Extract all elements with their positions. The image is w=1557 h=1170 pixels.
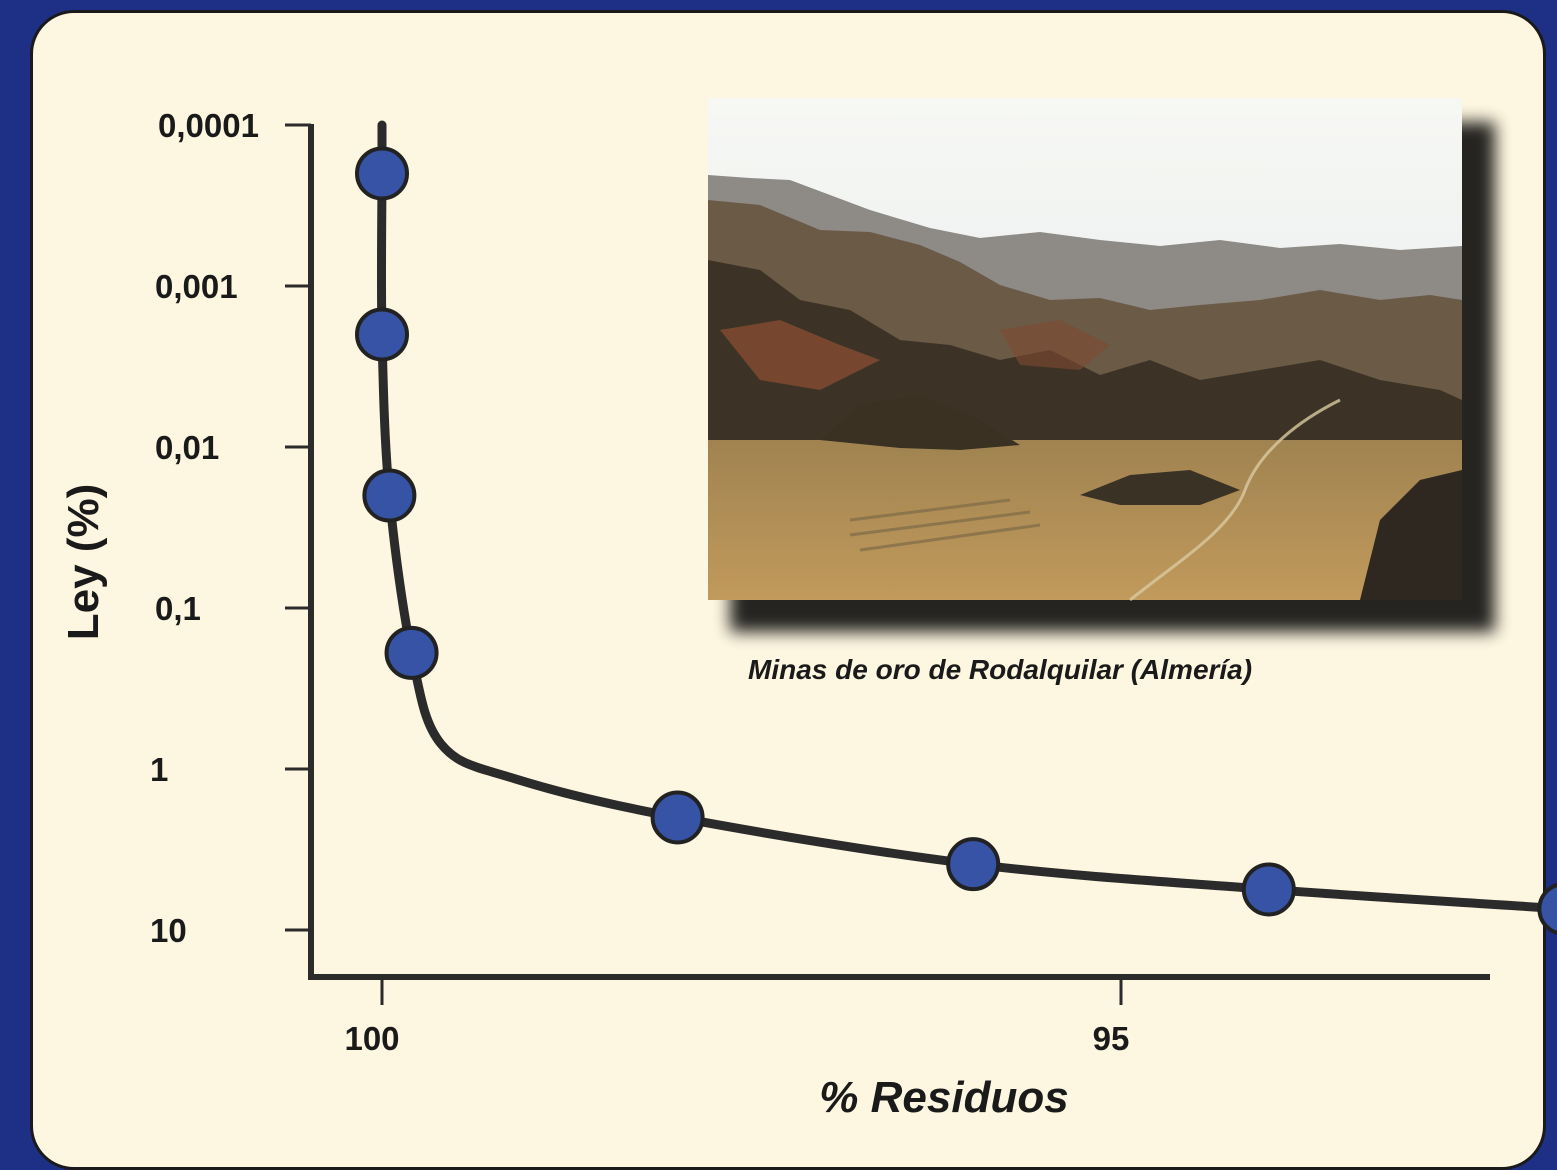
data-point bbox=[355, 146, 409, 201]
photo-plain-hills bbox=[820, 395, 1020, 450]
data-point bbox=[1537, 882, 1557, 935]
photo-road bbox=[1129, 398, 1341, 602]
photo-red-slopes bbox=[720, 320, 880, 390]
y-tick-label: 0,001 bbox=[155, 268, 238, 305]
photo-plain bbox=[708, 440, 1462, 600]
photo-caption: Minas de oro de Rodalquilar (Almería) bbox=[748, 654, 1252, 685]
data-point bbox=[362, 468, 417, 523]
data-point bbox=[1241, 862, 1296, 917]
y-tick-label: 1 bbox=[150, 751, 168, 788]
landscape-photo bbox=[708, 98, 1495, 632]
y-tick-label: 10 bbox=[150, 912, 187, 949]
grade-curve bbox=[376, 120, 1557, 913]
y-tick-label: 0,0001 bbox=[158, 107, 259, 144]
y-axis-title: Ley (%) bbox=[59, 484, 108, 640]
photo-red-slopes-2 bbox=[1000, 320, 1110, 370]
x-tick-label: 100 bbox=[344, 1020, 399, 1057]
data-point bbox=[355, 307, 409, 362]
x-axis-title: % Residuos bbox=[819, 1073, 1068, 1122]
data-markers bbox=[355, 146, 1557, 935]
y-ticks: 0,0001 0,001 0,01 0,1 1 10 bbox=[150, 107, 311, 949]
data-point bbox=[384, 625, 439, 680]
photo-plain-hills-2 bbox=[1080, 470, 1240, 505]
x-tick-label: 95 bbox=[1093, 1020, 1130, 1057]
data-point bbox=[946, 837, 1001, 892]
photo-right-hills bbox=[1360, 470, 1462, 600]
x-ticks: 100959085 bbox=[344, 977, 1130, 1057]
photo-terraces bbox=[849, 498, 1041, 552]
y-tick-label: 0,1 bbox=[155, 590, 201, 627]
data-point bbox=[650, 790, 705, 845]
y-tick-label: 0,01 bbox=[155, 429, 219, 466]
